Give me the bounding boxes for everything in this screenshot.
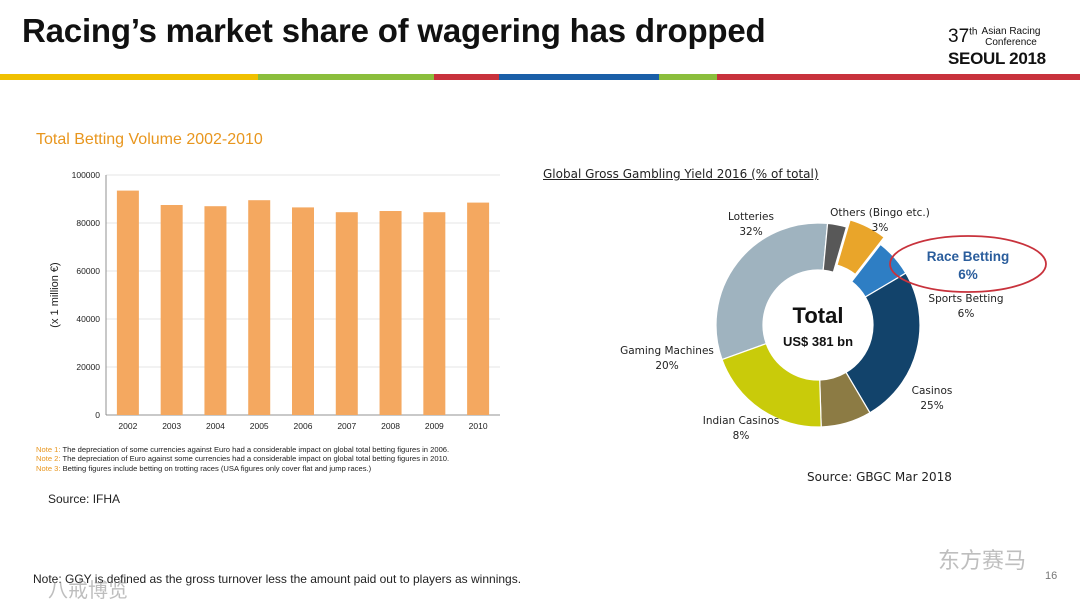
pie-label-name: Sports Betting [928,293,1003,305]
pie-label-name: Gaming Machines [620,345,714,357]
note-line: Note 2: The depreciation of Euro against… [36,454,450,464]
bar-chart-source: Source: IFHA [48,492,121,506]
pie-label-name: Indian Casinos [703,415,779,427]
pie-center-amount: US$ 381 bn [783,334,853,349]
conference-logo: 37th Asian Racing Conference SEOUL 2018 [948,24,1068,70]
x-tick-label: 2007 [337,421,356,431]
pie-chart: Total US$ 381 bn Lotteries 32% Others (Bingo… [620,207,1047,442]
pie-label-value: 25% [920,400,943,412]
bar-2008 [379,211,402,415]
pie-label-value: 6% [958,308,975,320]
pie-label-value: 8% [733,430,750,442]
pie-slice-casinos [845,272,921,414]
y-tick-label: 0 [95,410,100,420]
x-tick-label: 2004 [206,421,225,431]
page-number: 16 [1045,570,1058,582]
bar-2002 [116,190,139,415]
pie-label-value: 6% [958,267,978,282]
bar-2004 [204,206,227,415]
bar-2009 [423,212,446,415]
bar-2006 [292,207,314,415]
logo-conference-text: Asian Racing Conference [981,26,1041,48]
x-tick-label: 2006 [294,421,313,431]
highlight-ellipse [889,235,1047,293]
y-tick-label: 60000 [76,266,100,276]
y-tick-label: 80000 [76,218,100,228]
bar-2003 [160,205,183,415]
y-tick-label: 20000 [76,362,100,372]
pie-chart-title: Global Gross Gambling Yield 2016 (% of t… [543,167,819,181]
ggy-note: Note: GGY is defined as the gross turnov… [33,572,522,586]
pie-label-value: 20% [655,360,678,372]
pie-label-value: 32% [739,226,762,238]
x-tick-label: 2003 [162,421,181,431]
x-tick-label: 2008 [381,421,400,431]
band-segment [434,74,499,80]
watermark-right: 东方赛马 [938,549,1027,574]
bar-2007 [335,212,358,415]
y-axis-label: (x 1 million €) [49,262,61,327]
x-tick-label: 2010 [469,421,488,431]
x-tick-label: 2009 [425,421,444,431]
bar-chart: 0 20000 40000 60000 80000 100000 2002 2003 2004 2… [49,170,500,431]
logo-city: SEOUL 2018 [948,49,1046,68]
watermark-left: 八戒博览 [48,578,128,602]
pie-label-name: Others (Bingo etc.) [830,207,930,219]
note-line: Note 1: The depreciation of some currenc… [36,445,450,454]
note-line: Note 3: Betting figures include betting … [36,463,372,473]
band-segment [499,74,659,80]
bar-2005 [248,200,271,415]
pie-slice-lotteries [715,222,829,361]
band-segment [258,74,434,80]
slide-title: Racing’s market share of wagering has dr… [22,12,766,49]
bar-2010 [467,202,490,415]
pie-slice-gaming-machines [721,342,822,428]
band-segment [717,74,1080,80]
y-tick-label: 100000 [72,170,101,180]
pie-label-name: Race Betting [927,249,1010,264]
pie-label-value: 3% [872,222,889,234]
x-tick-label: 2005 [250,421,269,431]
bar-chart-notes: Note 1: The depreciation of some currenc… [36,445,449,473]
bar-chart-title: Total Betting Volume 2002-2010 [36,131,263,148]
x-tick-label: 2002 [118,421,137,431]
color-band [0,74,1080,80]
y-tick-label: 40000 [76,314,100,324]
logo-number: 37th [948,26,978,47]
pie-center-total: Total [793,303,844,328]
pie-label-name: Lotteries [728,211,774,223]
pie-slice-race-betting [836,219,885,276]
pie-slice-others-bingo-etc [822,222,848,273]
pie-label-name: Casinos [912,385,953,397]
band-segment [0,74,258,80]
pie-chart-source: Source: GBGC Mar 2018 [807,470,952,484]
band-segment [659,74,717,80]
